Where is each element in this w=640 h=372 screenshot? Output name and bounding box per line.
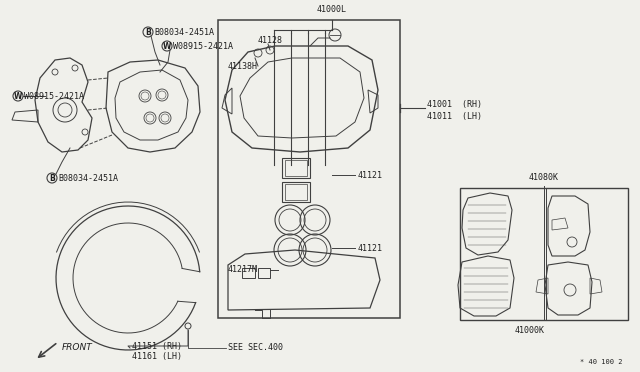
Text: B08034-2451A: B08034-2451A [154, 28, 214, 36]
Bar [460, 188, 628, 320]
Text: 41121: 41121 [358, 170, 383, 180]
Text: 41121: 41121 [358, 244, 383, 253]
Text: 41128: 41128 [258, 35, 283, 45]
Text: 41138H: 41138H [228, 61, 258, 71]
Text: B: B [49, 173, 55, 183]
Bar [218, 20, 400, 318]
Text: W: W [14, 92, 22, 100]
Text: 41217M: 41217M [228, 266, 258, 275]
Text: FRONT: FRONT [62, 343, 93, 352]
Text: B: B [145, 28, 151, 36]
Text: 41000L: 41000L [317, 5, 347, 14]
Text: 41011  (LH): 41011 (LH) [427, 112, 482, 121]
Text: B08034-2451A: B08034-2451A [58, 173, 118, 183]
Text: SEE SEC.400: SEE SEC.400 [228, 343, 283, 353]
Text: 41001  (RH): 41001 (RH) [427, 99, 482, 109]
Text: 41161 (LH): 41161 (LH) [132, 352, 182, 360]
Text: 41080K: 41080K [529, 173, 559, 182]
Text: W: W [163, 42, 171, 51]
Text: * 40 100 2: * 40 100 2 [580, 359, 623, 365]
Text: 41151 (RH): 41151 (RH) [132, 341, 182, 350]
Text: W08915-2421A: W08915-2421A [24, 92, 84, 100]
Text: W08915-2421A: W08915-2421A [173, 42, 233, 51]
Text: 41000K: 41000K [515, 326, 545, 335]
